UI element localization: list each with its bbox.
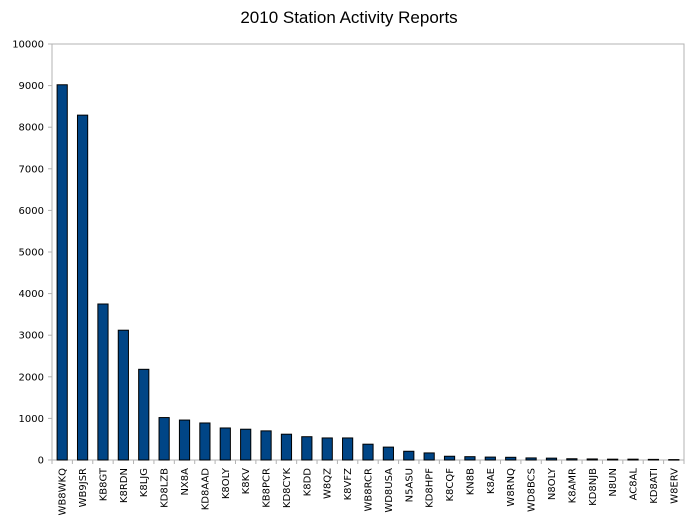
y-tick-label: 6000	[19, 206, 44, 217]
bar-kd8ati	[647, 458, 660, 461]
y-tick-label: 2000	[19, 372, 44, 383]
y-tick-label: 4000	[19, 289, 44, 300]
bar-kd8cyk	[280, 433, 293, 461]
bar-kb8pcr	[260, 430, 272, 461]
x-tick-label: N8OLY	[547, 467, 558, 500]
bar-k8ljg	[138, 368, 150, 461]
y-tick-label: 9000	[19, 81, 44, 92]
bar-k8ae	[484, 456, 496, 461]
bar-wd8bcs	[525, 457, 537, 461]
x-tick-label: K8DD	[302, 468, 313, 497]
y-tick-label: 3000	[19, 331, 44, 342]
x-tick-label: K8AE	[486, 468, 497, 494]
x-tick-label: KD8CYK	[282, 468, 293, 509]
bar-k8cqf	[443, 455, 456, 461]
x-tick-label: KD8NJB	[588, 468, 599, 506]
bar-kn8b	[464, 456, 476, 461]
x-tick-label: W8QZ	[323, 468, 334, 499]
bar-wb8rcr	[362, 443, 374, 461]
x-tick-label: KN8B	[465, 468, 476, 495]
bar-n8un	[607, 458, 619, 461]
bar-wb9jsr	[76, 114, 89, 461]
x-tick-label: NX8A	[180, 468, 191, 496]
chart-title: 2010 Station Activity Reports	[240, 8, 458, 27]
bar-kd8lzb	[158, 417, 170, 461]
bar-kd8njb	[586, 458, 598, 461]
bar-wb8wkq	[56, 84, 68, 461]
bar-w8qz	[321, 437, 333, 461]
x-tick-label: K8KV	[241, 468, 252, 494]
bar-k8vfz	[342, 437, 354, 461]
bar-nx8a	[178, 419, 191, 461]
y-tick-label: 10000	[12, 40, 44, 51]
bar-k8oly	[219, 427, 231, 461]
bar-kd8hpf	[423, 452, 435, 461]
x-tick-label: KB8GT	[98, 467, 109, 501]
x-tick-label: K8AMR	[567, 468, 578, 503]
x-tick-label: K8VFZ	[343, 468, 354, 501]
bar-k8dd	[301, 436, 313, 461]
bar-k8rdn	[117, 329, 129, 461]
bar-n5asu	[403, 450, 415, 461]
x-tick-label: K8CQF	[445, 468, 456, 502]
x-tick-label: N5ASU	[404, 468, 415, 502]
x-tick-label: WB9JSR	[78, 468, 89, 507]
x-tick-label: KD8AAD	[200, 468, 211, 511]
x-tick-label: AC8AL	[629, 468, 640, 501]
x-tick-label: W8RNQ	[506, 468, 517, 507]
y-tick-label: 7000	[19, 164, 44, 175]
bar-wd8usa	[382, 446, 394, 461]
y-tick-label: 8000	[19, 123, 44, 134]
bar-kd8aad	[199, 422, 211, 461]
bar-w8rnq	[505, 456, 517, 461]
x-tick-label: WB8WKQ	[58, 468, 69, 516]
bar-w8erv	[668, 459, 680, 461]
x-tick-label: K8OLY	[221, 467, 232, 499]
x-tick-label: KD8HPF	[425, 468, 436, 508]
y-tick-label: 5000	[19, 248, 44, 259]
y-tick-label: 1000	[19, 414, 44, 425]
y-tick-label: 0	[38, 456, 44, 467]
x-tick-label: KB8PCR	[262, 468, 273, 508]
bar-ac8al	[627, 458, 639, 461]
bar-n8oly	[545, 457, 558, 461]
x-tick-label: K8RDN	[119, 468, 130, 503]
x-tick-label: K8LJG	[139, 468, 150, 497]
x-tick-label: KD8LZB	[160, 468, 171, 508]
x-tick-label: W8ERV	[669, 468, 680, 504]
x-tick-label: WB8RCR	[364, 468, 375, 512]
x-tick-label: KD8ATI	[649, 468, 660, 504]
bar-kb8gt	[97, 303, 109, 461]
bar-k8amr	[566, 458, 578, 461]
x-tick-label: WD8USA	[384, 468, 395, 513]
bar-k8kv	[240, 428, 252, 461]
x-tick-label: N8UN	[608, 468, 619, 497]
x-tick-label: WD8BCS	[527, 468, 538, 512]
